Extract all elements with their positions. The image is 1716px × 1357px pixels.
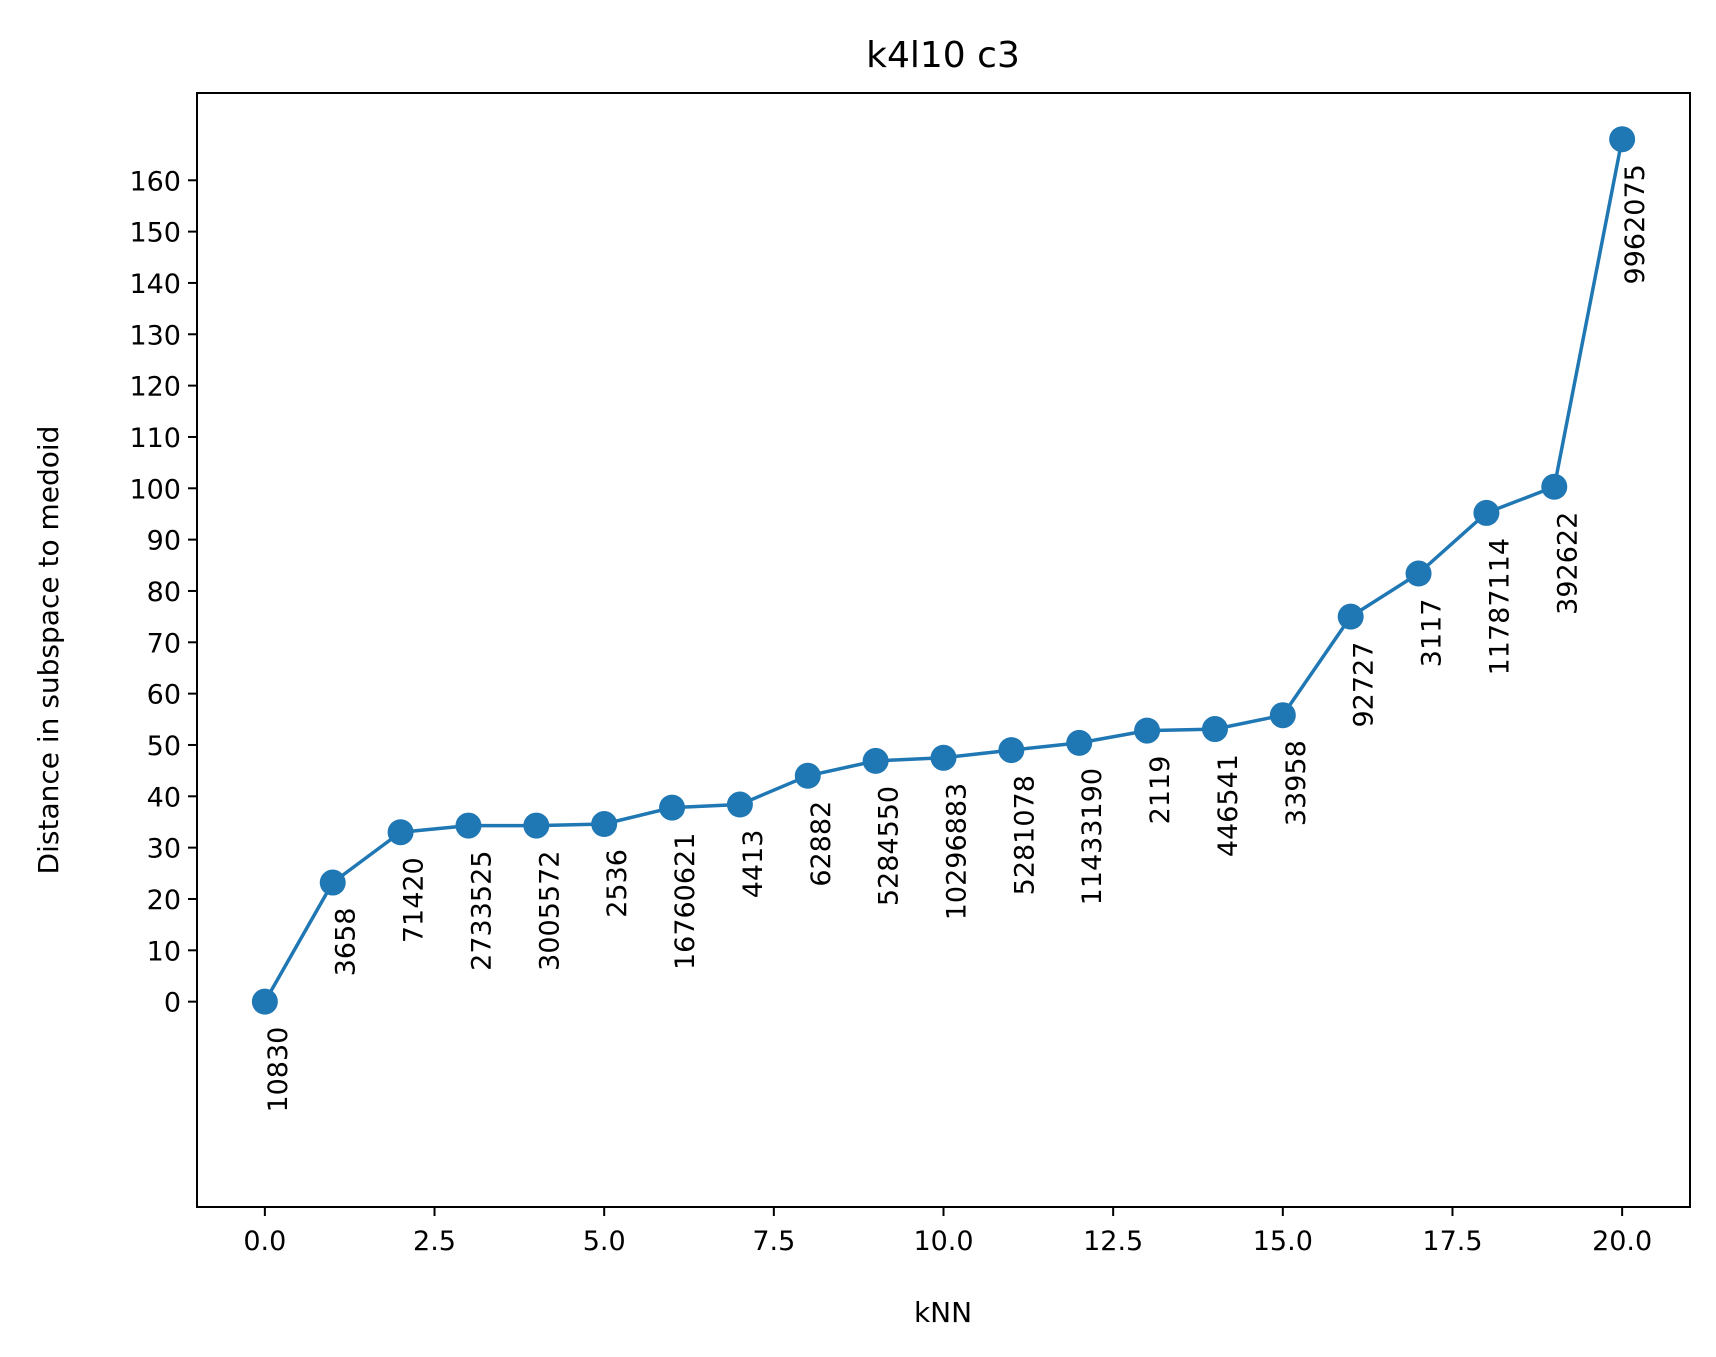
data-point <box>998 737 1025 764</box>
y-tick-label: 120 <box>129 372 181 403</box>
x-tick-label: 15.0 <box>1253 1226 1313 1257</box>
point-label: 392622 <box>1552 512 1583 615</box>
point-label: 3117 <box>1417 599 1448 668</box>
point-label: 5281078 <box>1009 775 1040 895</box>
y-tick-label: 60 <box>147 680 181 711</box>
point-label: 62882 <box>806 801 837 887</box>
data-point <box>726 791 753 818</box>
y-tick-label: 90 <box>147 526 181 557</box>
series-group <box>251 126 1636 1015</box>
y-tick-label: 150 <box>129 218 181 249</box>
data-point <box>659 794 686 821</box>
point-label: 446541 <box>1213 754 1244 857</box>
data-point <box>1337 603 1364 630</box>
data-point <box>794 762 821 789</box>
y-tick-label: 110 <box>129 423 181 454</box>
y-tick-label: 0 <box>164 988 181 1019</box>
data-point <box>1066 729 1093 756</box>
chart-title: k4l10 c3 <box>866 35 1020 76</box>
tick-group: 0.0 2.5 5.0 7.5 10.0 12.5 15.0 17.5 20.0 0 10 20 30 4… <box>129 166 1652 1257</box>
data-point <box>930 744 957 771</box>
y-axis-label: Distance in subspace to medoid <box>32 426 65 875</box>
data-point <box>319 869 346 896</box>
x-tick-label: 7.5 <box>752 1226 795 1257</box>
y-tick-label: 80 <box>147 577 181 608</box>
point-label: 5284550 <box>874 786 905 906</box>
y-tick-label: 50 <box>147 731 181 762</box>
x-tick-label: 0.0 <box>243 1226 286 1257</box>
data-point <box>523 812 550 839</box>
data-point <box>1473 499 1500 526</box>
data-point <box>455 812 482 839</box>
point-label: 4413 <box>738 830 769 899</box>
point-label: 11433190 <box>1077 768 1108 905</box>
data-point <box>862 747 889 774</box>
x-tick-label: 2.5 <box>413 1226 456 1257</box>
x-tick-label: 20.0 <box>1592 1226 1652 1257</box>
point-label: 33958 <box>1281 740 1312 826</box>
data-point <box>591 811 618 838</box>
point-label: 10830 <box>263 1027 294 1113</box>
data-point <box>1541 473 1568 500</box>
x-tick-label: 17.5 <box>1422 1226 1482 1257</box>
y-tick-label: 140 <box>129 269 181 300</box>
data-point <box>387 819 414 846</box>
x-tick-label: 10.0 <box>913 1226 973 1257</box>
point-label: 71420 <box>399 857 430 943</box>
y-tick-label: 70 <box>147 628 181 659</box>
y-tick-label: 40 <box>147 782 181 813</box>
y-tick-label: 30 <box>147 834 181 865</box>
data-point <box>251 988 278 1015</box>
data-point <box>1269 702 1296 729</box>
y-tick-label: 160 <box>129 166 181 197</box>
data-point <box>1405 560 1432 587</box>
y-tick-label: 10 <box>147 936 181 967</box>
data-point <box>1134 717 1161 744</box>
data-point <box>1609 126 1636 153</box>
point-label: 9962075 <box>1620 164 1651 284</box>
x-axis-label: kNN <box>914 1296 972 1329</box>
point-label: 3005572 <box>534 851 565 971</box>
y-tick-label: 100 <box>129 474 181 505</box>
y-tick-label: 130 <box>129 320 181 351</box>
point-label-group: 10830 3658 71420 2733525 3005572 2536 16760621… <box>263 164 1651 1112</box>
point-label: 2536 <box>602 849 633 918</box>
point-label: 16760621 <box>670 833 701 970</box>
plot-frame <box>196 92 1691 1208</box>
point-label: 2119 <box>1145 756 1176 825</box>
x-tick-label: 5.0 <box>583 1226 626 1257</box>
point-label: 10296883 <box>942 783 973 920</box>
x-tick-label: 12.5 <box>1083 1226 1143 1257</box>
point-label: 3658 <box>331 908 362 977</box>
point-label: 92727 <box>1349 642 1380 728</box>
data-point <box>1201 716 1228 743</box>
y-tick-label: 20 <box>147 885 181 916</box>
point-label: 2733525 <box>466 851 497 971</box>
point-label: 11787114 <box>1484 538 1515 675</box>
